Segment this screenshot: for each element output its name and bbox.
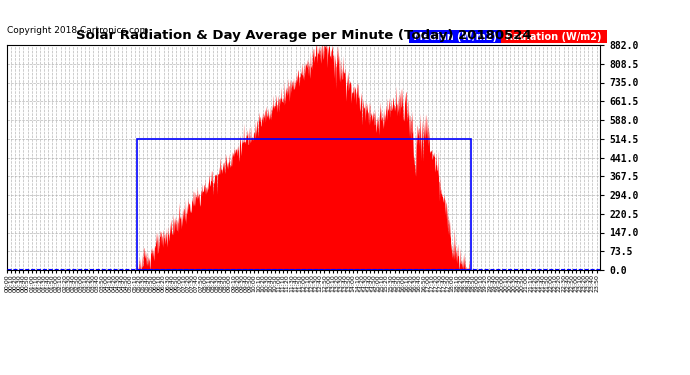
Bar <box>137 139 471 270</box>
Text: Radiation (W/m2): Radiation (W/m2) <box>502 32 605 42</box>
Title: Solar Radiation & Day Average per Minute (Today) 20180524: Solar Radiation & Day Average per Minute… <box>76 30 531 42</box>
Text: Copyright 2018 Cartronics.com: Copyright 2018 Cartronics.com <box>7 26 148 35</box>
Text: Median (W/m2): Median (W/m2) <box>411 32 501 42</box>
